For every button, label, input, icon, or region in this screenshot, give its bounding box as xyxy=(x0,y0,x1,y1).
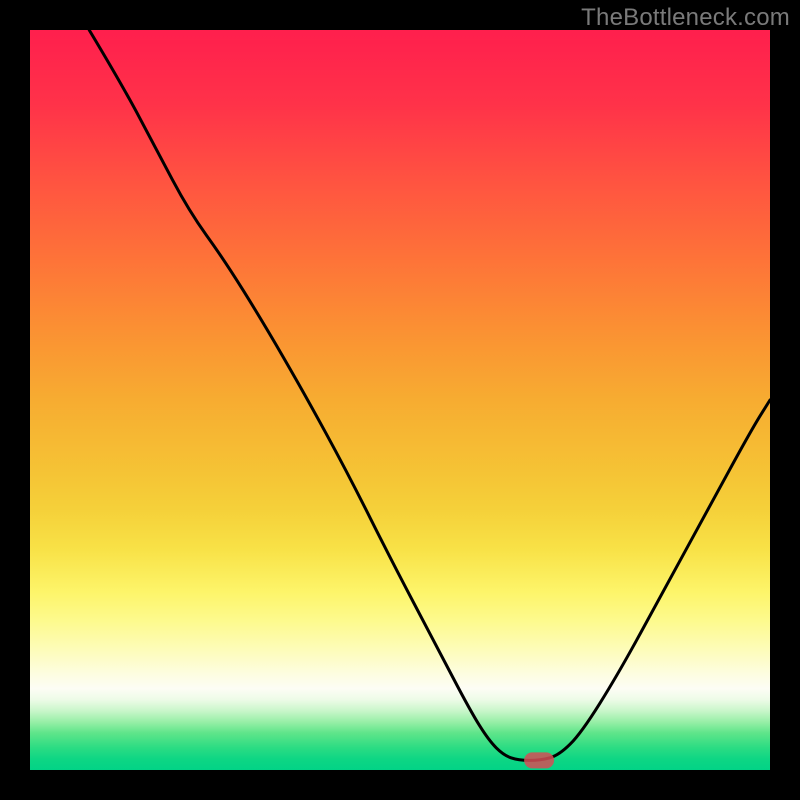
watermark-text: TheBottleneck.com xyxy=(581,4,790,32)
plot-area xyxy=(30,30,770,770)
optimal-marker xyxy=(524,752,554,768)
bottleneck-plot xyxy=(0,0,800,800)
